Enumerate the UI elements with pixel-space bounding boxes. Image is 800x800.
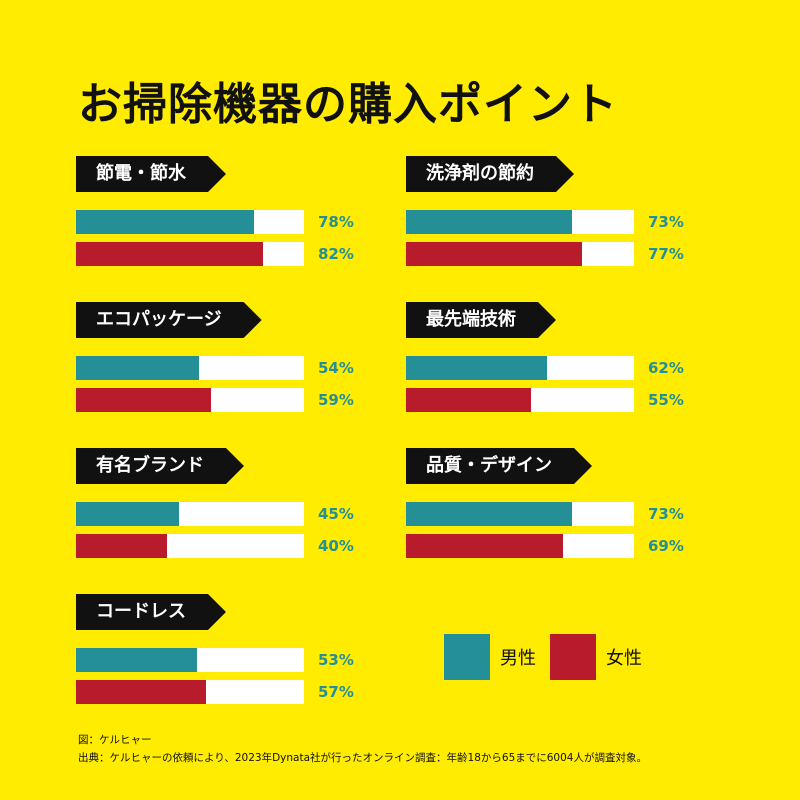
legend-label-female: 女性 — [606, 648, 642, 669]
chart-group: 節電・節水 78% 82% — [76, 156, 376, 296]
bar-female — [76, 534, 168, 558]
bar-track-female — [76, 242, 304, 266]
bar-male — [76, 648, 197, 672]
bar-track-male — [76, 210, 304, 234]
category-label: 節電・節水 — [76, 156, 226, 192]
chart-group: 有名ブランド 45% 40% — [76, 448, 376, 588]
data-label-male: 62% — [648, 359, 684, 377]
bar-track-female — [406, 242, 634, 266]
category-label: コードレス — [76, 594, 226, 630]
data-label-female: 77% — [648, 245, 684, 263]
bar-female — [76, 680, 206, 704]
category-label: 有名ブランド — [76, 448, 244, 484]
legend-swatch-female — [550, 634, 596, 680]
data-label-female: 40% — [318, 537, 354, 555]
bar-male — [76, 210, 254, 234]
bar-track-female — [76, 534, 304, 558]
category-label: 洗浄剤の節約 — [406, 156, 574, 192]
chart-group: 品質・デザイン 73% 69% — [406, 448, 706, 588]
bar-track-female — [406, 388, 634, 412]
data-label-female: 82% — [318, 245, 354, 263]
data-label-male: 73% — [648, 213, 684, 231]
bar-female — [406, 534, 564, 558]
data-label-male: 54% — [318, 359, 354, 377]
bar-female — [406, 242, 582, 266]
data-label-female: 69% — [648, 537, 684, 555]
category-label: エコパッケージ — [76, 302, 262, 338]
bar-male — [406, 210, 573, 234]
source-note: 出典：ケルヒャーの依頼により、2023年Dynata社が行ったオンライン調査：年… — [78, 752, 647, 764]
data-label-male: 78% — [318, 213, 354, 231]
bar-female — [76, 388, 211, 412]
bar-male — [76, 502, 179, 526]
category-label: 最先端技術 — [406, 302, 556, 338]
bar-track-male — [76, 356, 304, 380]
bar-track-male — [406, 210, 634, 234]
data-label-male: 45% — [318, 505, 354, 523]
bar-track-male — [406, 356, 634, 380]
bar-track-male — [76, 502, 304, 526]
chart-title: お掃除機器の購入ポイント — [78, 79, 618, 130]
bar-male — [406, 356, 548, 380]
bar-male — [76, 356, 200, 380]
chart-group: コードレス 53% 57% — [76, 594, 376, 734]
legend-swatch-male — [444, 634, 490, 680]
bar-track-female — [76, 388, 304, 412]
bar-track-female — [76, 680, 304, 704]
bar-female — [76, 242, 263, 266]
data-label-female: 55% — [648, 391, 684, 409]
data-label-female: 59% — [318, 391, 354, 409]
category-label: 品質・デザイン — [406, 448, 592, 484]
bar-female — [406, 388, 532, 412]
bar-track-female — [406, 534, 634, 558]
data-label-male: 73% — [648, 505, 684, 523]
legend-label-male: 男性 — [500, 648, 536, 669]
data-label-female: 57% — [318, 683, 354, 701]
chart-group: 洗浄剤の節約 73% 77% — [406, 156, 706, 296]
chart-group: 最先端技術 62% 55% — [406, 302, 706, 442]
figure-credit: 図：ケルヒャー — [78, 734, 152, 746]
chart-group: エコパッケージ 54% 59% — [76, 302, 376, 442]
data-label-male: 53% — [318, 651, 354, 669]
bar-male — [406, 502, 573, 526]
bar-track-male — [76, 648, 304, 672]
bar-track-male — [406, 502, 634, 526]
